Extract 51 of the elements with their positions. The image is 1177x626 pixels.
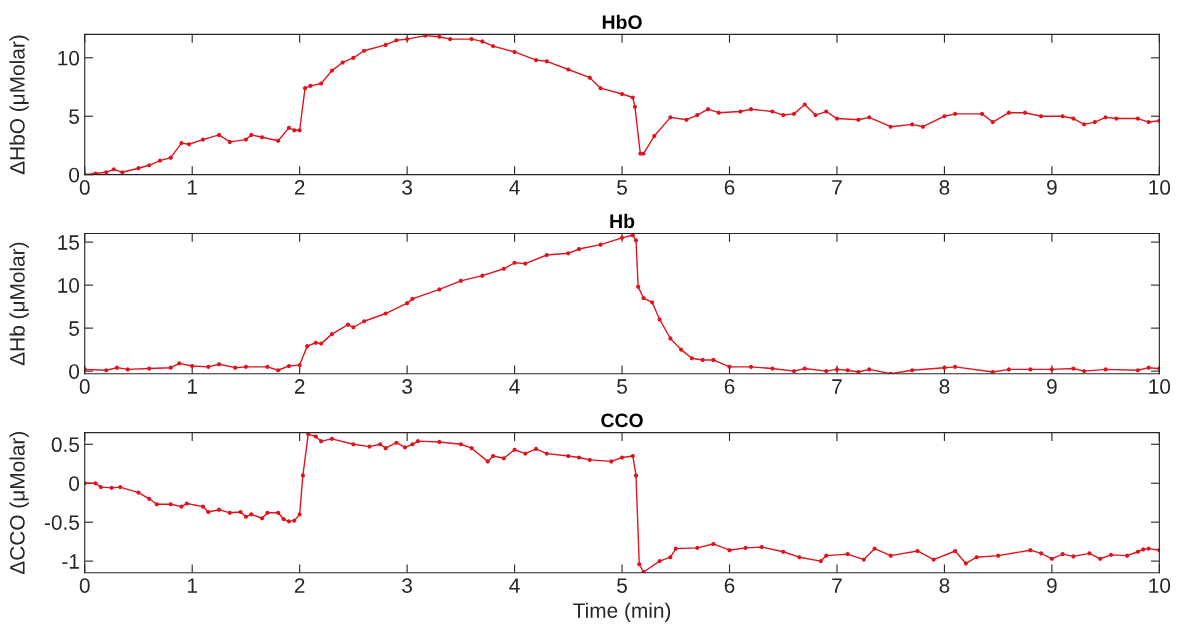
chart-title: CCO xyxy=(601,413,643,428)
y-tick-label: 10 xyxy=(58,278,80,293)
x-tick-label: 10 xyxy=(1149,180,1171,195)
y-tick-label: 5 xyxy=(69,109,80,124)
x-tick-label: 2 xyxy=(294,379,305,394)
x-tick-label: 1 xyxy=(188,578,197,593)
x-tick-label: 9 xyxy=(1047,180,1057,195)
x-tick-label: 8 xyxy=(939,379,950,394)
x-tick-label: 0 xyxy=(79,578,90,593)
x-tick-label: 4 xyxy=(509,180,520,195)
x-tick-label: 9 xyxy=(1047,379,1057,394)
x-tick-label: 8 xyxy=(939,578,950,593)
x-tick-label: 7 xyxy=(832,379,842,394)
x-tick-label: 4 xyxy=(509,379,520,394)
x-tick-label: 9 xyxy=(1047,578,1057,593)
y-tick-label: 0 xyxy=(69,364,80,379)
x-tick-label: 2 xyxy=(294,180,305,195)
x-tick-label: 6 xyxy=(724,379,735,394)
y-tick-label: -0.5 xyxy=(44,515,80,530)
x-tick-label: 0 xyxy=(79,180,90,195)
y-tick-label: 5 xyxy=(69,321,80,336)
x-tick-label: 2 xyxy=(294,578,305,593)
y-tick-label: 0.5 xyxy=(51,437,80,453)
y-tick-label: 15 xyxy=(58,235,80,250)
y-axis-title: ΔHbO (μMolar) xyxy=(9,35,29,175)
x-tick-label: 7 xyxy=(832,578,842,593)
x-tick-label: 3 xyxy=(402,578,412,593)
y-axis-title: ΔCCO (μMolar) xyxy=(9,432,29,575)
x-tick-label: 1 xyxy=(188,180,197,195)
x-tick-label: 7 xyxy=(832,180,842,195)
x-tick-label: 5 xyxy=(617,379,627,394)
y-tick-label: -1 xyxy=(62,554,79,569)
x-tick-label: 10 xyxy=(1149,379,1171,394)
x-tick-label: 5 xyxy=(617,578,627,593)
x-tick-label: 6 xyxy=(724,180,735,195)
x-axis-title: Time (min) xyxy=(573,602,671,623)
x-tick-label: 1 xyxy=(188,379,197,394)
y-tick-label: 0 xyxy=(69,167,80,183)
x-tick-label: 8 xyxy=(939,180,950,195)
chart-title: HbO xyxy=(602,14,642,30)
x-tick-label: 3 xyxy=(402,180,412,195)
y-tick-label: 0 xyxy=(69,476,80,491)
x-tick-label: 3 xyxy=(402,379,412,394)
y-tick-label: 10 xyxy=(58,50,80,66)
y-axis-title: ΔHb (μMolar) xyxy=(9,242,29,366)
x-tick-label: 5 xyxy=(617,180,627,195)
x-tick-label: 6 xyxy=(724,578,735,593)
x-tick-label: 10 xyxy=(1149,578,1171,593)
x-tick-label: 4 xyxy=(509,578,520,593)
chart-title: Hb xyxy=(610,213,635,229)
x-tick-label: 0 xyxy=(79,379,90,394)
